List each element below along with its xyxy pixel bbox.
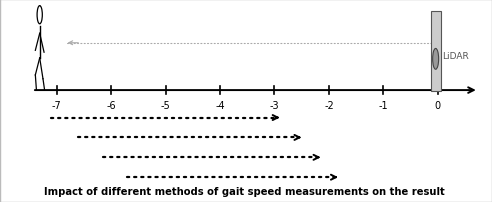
Circle shape (432, 49, 439, 70)
Text: LiDAR: LiDAR (442, 52, 469, 61)
Text: -7: -7 (52, 100, 62, 110)
Text: -1: -1 (378, 100, 388, 110)
Text: -5: -5 (160, 100, 170, 110)
Text: -3: -3 (270, 100, 279, 110)
Text: Impact of different methods of gait speed measurements on the result: Impact of different methods of gait spee… (44, 186, 445, 196)
Text: 0: 0 (435, 100, 441, 110)
FancyBboxPatch shape (430, 13, 440, 92)
Circle shape (37, 7, 42, 25)
Text: -4: -4 (215, 100, 225, 110)
Text: -6: -6 (106, 100, 116, 110)
Text: -2: -2 (324, 100, 334, 110)
